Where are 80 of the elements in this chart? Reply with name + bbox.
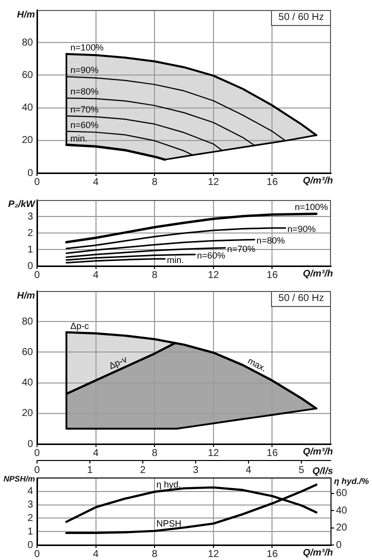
series-label: n=90% — [70, 65, 99, 76]
x2-tick-label: 2 — [140, 464, 146, 476]
x-tick-label: 8 — [152, 548, 158, 560]
x-tick-label: 8 — [152, 176, 158, 188]
x-axis-title: Q/m³/h — [302, 175, 334, 186]
y-tick-label: 80 — [22, 37, 34, 48]
series-label: n=80% — [256, 236, 285, 246]
x-tick-label: 4 — [93, 548, 100, 560]
x-tick-label: 0 — [34, 270, 40, 281]
y2-tick-label: 40 — [336, 505, 348, 516]
y-axis-title: H/m — [17, 10, 36, 21]
y-axis-title: NPSH/m — [3, 474, 35, 484]
chart-subtitle: 50 / 60 Hz — [278, 12, 324, 23]
series-label: min. — [166, 254, 184, 265]
y-tick-label: 1 — [27, 244, 34, 256]
x-tick-label: 0 — [34, 176, 40, 188]
y-tick-label: 40 — [22, 378, 34, 389]
y-tick-label: 3 — [27, 500, 34, 511]
y-tick-label: 20 — [22, 135, 34, 146]
x2-tick-label: 0 — [34, 464, 40, 476]
x-tick-label: 4 — [93, 270, 100, 281]
x-tick-label: 0 — [34, 448, 40, 459]
y-tick-label: 2 — [27, 512, 34, 524]
x2-tick-label: 3 — [192, 464, 199, 476]
series-label: n=60% — [70, 120, 99, 130]
y-tick-label: 60 — [22, 70, 34, 81]
y2-axis-title: η hyd./% — [334, 476, 370, 486]
y-tick-label: 0 — [27, 438, 34, 450]
text: Δp-v — [107, 354, 129, 372]
x-tick-label: 4 — [93, 176, 100, 188]
series-label: min. — [70, 133, 88, 144]
y-tick-label: 4 — [27, 486, 34, 498]
y-tick-label: 40 — [22, 102, 34, 114]
y2-tick-label: 60 — [336, 488, 348, 500]
y-axis-title: H/m — [17, 290, 36, 302]
x-tick-label: 4 — [93, 448, 100, 459]
x2-tick-label: 5 — [298, 464, 305, 476]
x-tick-label: 12 — [208, 270, 220, 281]
chart-subtitle: 50 / 60 Hz — [278, 293, 324, 304]
x-tick-label: 16 — [266, 176, 278, 188]
x2-tick-label: 1 — [87, 464, 94, 476]
x-tick-label: 8 — [152, 270, 158, 281]
x-tick-label: 8 — [152, 448, 158, 459]
x-axis-title: Q/m³/h — [302, 268, 334, 280]
x2-tick-label: 4 — [246, 464, 252, 476]
y-tick-label: 0 — [27, 260, 34, 272]
y-tick-label: 20 — [22, 408, 34, 420]
y-tick-label: 60 — [22, 346, 34, 358]
text-frame: 50 / 60 Hz — [271, 10, 331, 26]
series-label: n=70% — [227, 244, 256, 254]
series-label: n=90% — [287, 224, 316, 234]
x-axis-title: Q/m³/h — [302, 446, 334, 458]
x-tick-label: 12 — [208, 548, 220, 560]
y-tick-label: 80 — [22, 316, 34, 328]
series-label: n=80% — [70, 86, 99, 97]
y2-tick-label: 20 — [336, 522, 348, 534]
y-tick-label: 3 — [27, 211, 34, 222]
text: max. — [246, 356, 268, 374]
y-tick-label: 2 — [27, 228, 34, 239]
series-label: n=100% — [294, 202, 328, 212]
y-tick-label: 0 — [27, 540, 34, 551]
x-tick-label: 12 — [208, 448, 220, 459]
y-tick-label: 1 — [27, 526, 34, 538]
x-axis-title: Q/m³/h — [302, 547, 334, 558]
text-frame: 50 / 60 Hz — [271, 291, 331, 307]
x-tick-label: 12 — [208, 176, 220, 188]
x-tick-label: 16 — [266, 548, 278, 560]
y-axis-title: P₂/kW — [8, 199, 36, 210]
x-tick-label: 16 — [266, 270, 278, 281]
series-label: n=70% — [70, 104, 99, 114]
series-label: η hyd. — [156, 480, 181, 490]
y-tick-label: 0 — [27, 168, 34, 179]
x2-axis-title: Q/l/s — [312, 466, 333, 477]
y2-tick-label: 0 — [336, 540, 342, 551]
x-tick-label: 0 — [34, 548, 40, 560]
annotation: Δp-c — [70, 320, 90, 331]
series-label: NPSH — [156, 518, 182, 529]
series-label: n=60% — [197, 250, 226, 260]
x-tick-label: 16 — [266, 448, 278, 459]
series-label: n=100% — [70, 42, 104, 52]
